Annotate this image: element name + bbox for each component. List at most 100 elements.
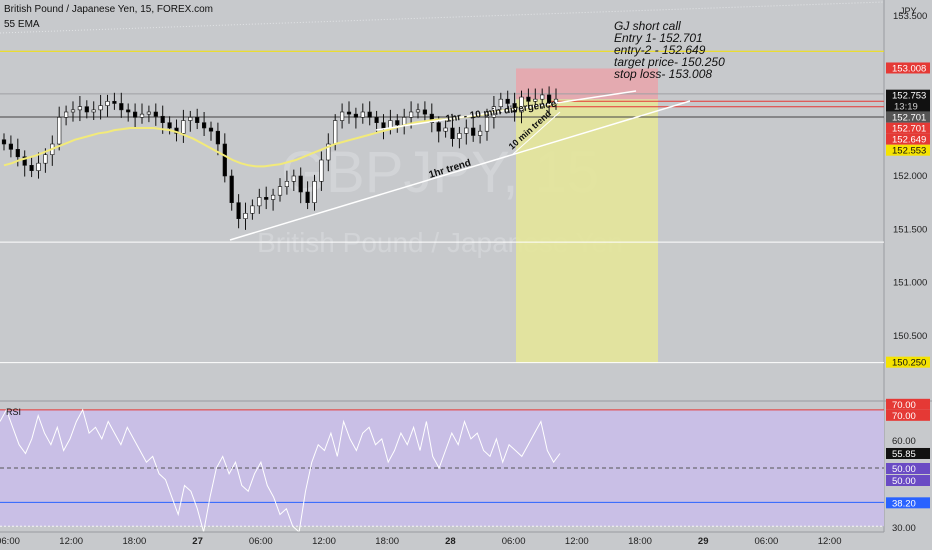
symbol-title[interactable]: British Pound / Japanese Yen, 15, FOREX.…	[4, 4, 214, 15]
candle	[160, 115, 165, 123]
candle	[319, 159, 324, 182]
candle	[457, 133, 462, 139]
candle	[112, 101, 117, 104]
time-tick: 12:00	[312, 536, 336, 547]
candle	[484, 117, 490, 132]
candle	[353, 113, 359, 118]
candle	[498, 98, 503, 107]
candle	[298, 175, 303, 193]
candle	[126, 109, 131, 113]
ema-indicator-label[interactable]: 55 EMA	[4, 19, 40, 30]
candle	[167, 122, 172, 129]
candle	[105, 101, 110, 106]
candle	[181, 120, 186, 134]
rsi-tick: 70.00	[892, 400, 916, 411]
candle	[471, 127, 476, 136]
candle	[422, 109, 428, 115]
candle	[346, 111, 352, 115]
candle	[395, 120, 400, 126]
rsi-tick: 30.00	[892, 523, 916, 534]
price-label: 152.701	[892, 113, 926, 124]
candle	[436, 122, 441, 132]
time-tick: 06:00	[502, 536, 526, 547]
price-label: 152.701	[892, 124, 926, 135]
candle	[477, 130, 483, 136]
candle	[29, 165, 34, 171]
price-label: 152.649	[892, 135, 926, 146]
candle	[229, 175, 234, 203]
rsi-label-box	[886, 409, 930, 421]
candle	[464, 127, 469, 134]
price-tick: 151.000	[893, 278, 927, 289]
rsi-pane[interactable]	[0, 408, 884, 533]
rsi-tick: 70.00	[892, 411, 916, 422]
candle	[305, 191, 310, 203]
rsi-tick: 38.20	[892, 498, 916, 509]
candle	[139, 113, 145, 118]
symbol-header: British Pound / Japanese Yen, 15, FOREX.…	[4, 4, 213, 31]
price-axis[interactable]: 153.500 152.000 151.500 151.000 150.500 153.0…	[886, 11, 930, 534]
rsi-label-box	[886, 447, 930, 459]
trade-plan-note: GJ short call Entry 1- 152.701 entry-2 -…	[614, 20, 725, 80]
candle	[257, 197, 262, 207]
time-axis[interactable]: 06:00 12:00 18:00 27 06:00 12:00 18:00 28 06:00 1…	[0, 531, 932, 550]
trendline-10min	[511, 111, 561, 156]
time-tick: 29	[698, 536, 709, 547]
rsi-tick: 50.00	[892, 476, 916, 487]
price-label-box	[886, 144, 930, 156]
rsi-tick: 55.85	[892, 449, 916, 460]
rsi-label-box	[886, 497, 930, 509]
candle	[91, 109, 96, 113]
candle	[77, 106, 82, 111]
price-tick: 153.500	[893, 11, 927, 22]
candle	[512, 103, 517, 113]
price-tick: 150.500	[893, 331, 927, 342]
candle	[388, 120, 393, 129]
countdown-label: 13:19	[894, 102, 918, 113]
candle	[526, 96, 531, 102]
candle	[284, 181, 290, 187]
time-tick: 06:00	[755, 536, 779, 547]
candle	[64, 111, 69, 118]
price-label: 152.553	[892, 146, 926, 157]
rsi-label-box	[886, 398, 930, 410]
candle	[408, 111, 414, 118]
candle	[264, 197, 269, 200]
price-label: 152.753	[892, 91, 926, 102]
candle	[443, 127, 448, 132]
note-line-stop: stop loss- 153.008	[614, 67, 713, 81]
candle	[326, 143, 331, 161]
candle	[43, 154, 48, 164]
candle	[236, 202, 241, 219]
candle	[415, 109, 421, 113]
price-tick: 152.000	[893, 171, 927, 182]
rsi-label-box	[886, 463, 930, 474]
candle	[505, 98, 510, 104]
time-tick: 27	[192, 536, 203, 547]
rsi-tick: 60.00	[892, 436, 916, 447]
candle	[250, 205, 255, 214]
price-label-box	[886, 89, 930, 112]
candle	[402, 117, 407, 126]
time-tick: 06:00	[0, 536, 20, 547]
note-line-entry1: Entry 1- 152.701	[614, 31, 703, 45]
candle	[243, 213, 248, 219]
candle	[429, 113, 434, 123]
target-zone	[516, 99, 658, 363]
trendline-1hr	[229, 100, 691, 241]
candle	[119, 103, 124, 111]
candle	[374, 117, 379, 123]
rsi-label[interactable]: RSI	[6, 407, 22, 417]
note-line-entry2: entry-2 - 152.649	[614, 43, 706, 57]
note-line-target: target price- 150.250	[614, 55, 725, 69]
candle	[153, 111, 158, 117]
candle	[339, 111, 345, 121]
price-label-box	[886, 356, 930, 368]
trendline-divergence	[375, 90, 637, 131]
time-axis-bg	[0, 532, 932, 550]
candle	[146, 111, 152, 115]
rsi-label-box	[886, 475, 930, 486]
candle	[277, 186, 283, 196]
